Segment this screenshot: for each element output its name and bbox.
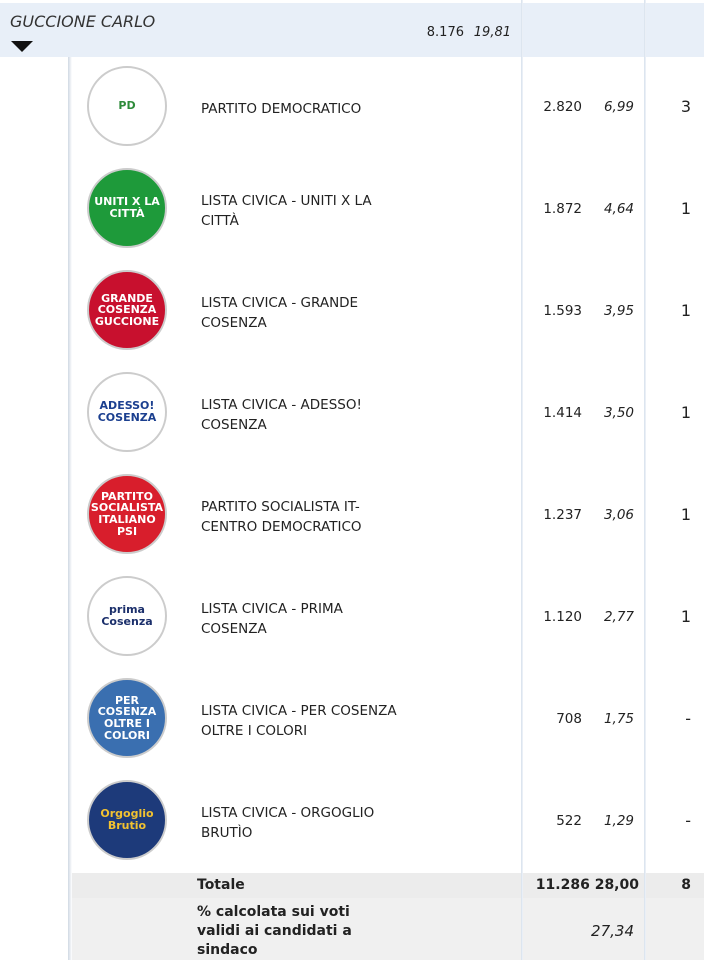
party-logo-icon: Orgoglio Brutio: [87, 780, 167, 860]
list-seats: 1: [680, 403, 691, 422]
total-seats: 8: [681, 877, 691, 893]
pct-valid-row: % calcolata sui voti validi ai candidati…: [72, 898, 704, 960]
logo-text: prima Cosenza: [101, 603, 153, 628]
list-name: LISTA CIVICA - PER COSENZA OLTRE I COLOR…: [201, 703, 397, 739]
list-votes: 1.414: [543, 405, 582, 421]
logo-text: UNITI X LA CITTÀ: [94, 195, 160, 220]
list-pct: 1,75: [603, 711, 634, 727]
pct-valid-label: % calcolata sui voti validi ai candidati…: [197, 904, 352, 958]
candidate-header: GUCCIONE CARLO 8.176 19,81: [0, 0, 704, 57]
list-seats: 1: [680, 301, 691, 320]
total-votes-pct: 11.286 28,00: [536, 877, 639, 893]
total-pct: 28,00: [594, 877, 639, 893]
total-row: Totale 11.286 28,00 8: [72, 873, 704, 898]
list-votes: 1.120: [543, 609, 582, 625]
party-logo-icon: PER COSENZA OLTRE I COLORI: [87, 678, 167, 758]
list-name: PARTITO DEMOCRATICO: [201, 101, 362, 117]
list-name: PARTITO SOCIALISTA IT-CENTRO DEMOCRATICO: [201, 499, 362, 535]
list-row: UNITI X LA CITTÀ LISTA CIVICA - UNITI X …: [72, 159, 704, 261]
list-seats: 3: [680, 97, 691, 116]
list-row: prima Cosenza LISTA CIVICA - PRIMA COSEN…: [72, 567, 704, 669]
list-row: PARTITO SOCIALISTA ITALIANO PSI PARTITO …: [72, 465, 704, 567]
list-name: LISTA CIVICA - ADESSO! COSENZA: [201, 397, 362, 433]
list-pct: 2,77: [603, 609, 634, 625]
candidate-votes: 8.176: [426, 25, 464, 40]
party-logo-icon: prima Cosenza: [87, 576, 167, 656]
list-seats: -: [685, 811, 691, 830]
list-pct: 6,99: [603, 99, 634, 115]
list-votes: 1.593: [543, 303, 582, 319]
list-name: LISTA CIVICA - PRIMA COSENZA: [201, 601, 343, 637]
expand-triangle-icon[interactable]: [11, 41, 33, 52]
list-name: LISTA CIVICA - ORGOGLIO BRUTÌO: [201, 805, 375, 841]
divider: [68, 57, 72, 960]
list-votes: 1.872: [543, 201, 582, 217]
party-logo-icon: UNITI X LA CITTÀ: [87, 168, 167, 248]
column-divider: [644, 0, 646, 960]
list-votes: 708: [556, 711, 582, 727]
list-name: LISTA CIVICA - UNITI X LA CITTÀ: [201, 193, 372, 229]
logo-text: PER COSENZA OLTRE I COLORI: [97, 693, 157, 742]
party-logo-icon: GRANDE COSENZA GUCCIONE: [87, 270, 167, 350]
list-row: Orgoglio Brutio LISTA CIVICA - ORGOGLIO …: [72, 771, 704, 873]
list-votes: 2.820: [543, 99, 582, 115]
list-row: GRANDE COSENZA GUCCIONE LISTA CIVICA - G…: [72, 261, 704, 363]
list-row: PD PARTITO DEMOCRATICO 2.820 6,99 3: [72, 57, 704, 159]
logo-text: GRANDE COSENZA GUCCIONE: [94, 291, 160, 328]
logo-text: Orgoglio Brutio: [100, 807, 154, 832]
list-name: LISTA CIVICA - GRANDE COSENZA: [201, 295, 359, 331]
candidate-pct: 19,81: [473, 25, 511, 40]
list-votes: 522: [556, 813, 582, 829]
list-seats: 1: [680, 199, 691, 218]
list-pct: 4,64: [603, 201, 634, 217]
list-seats: -: [685, 709, 691, 728]
list-votes: 1.237: [543, 507, 582, 523]
list-seats: 1: [680, 607, 691, 626]
list-row: ADESSO! COSENZA LISTA CIVICA - ADESSO! C…: [72, 363, 704, 465]
party-logo-icon: PD: [87, 66, 167, 146]
party-logo-icon: PARTITO SOCIALISTA ITALIANO PSI: [87, 474, 167, 554]
list-pct: 3,50: [603, 405, 634, 421]
list-seats: 1: [680, 505, 691, 524]
list-row: PER COSENZA OLTRE I COLORI LISTA CIVICA …: [72, 669, 704, 771]
logo-text: PD: [118, 99, 136, 113]
list-pct: 1,29: [603, 813, 634, 829]
pct-valid-value: 27,34: [591, 922, 634, 940]
logo-text: ADESSO! COSENZA: [97, 399, 157, 424]
total-label: Totale: [197, 877, 245, 893]
list-pct: 3,06: [603, 507, 634, 523]
logo-text: PARTITO SOCIALISTA ITALIANO PSI: [90, 489, 164, 538]
column-divider: [521, 0, 523, 960]
list-pct: 3,95: [603, 303, 634, 319]
candidate-name: GUCCIONE CARLO: [10, 12, 156, 31]
party-logo-icon: ADESSO! COSENZA: [87, 372, 167, 452]
total-votes: 11.286: [535, 877, 590, 893]
